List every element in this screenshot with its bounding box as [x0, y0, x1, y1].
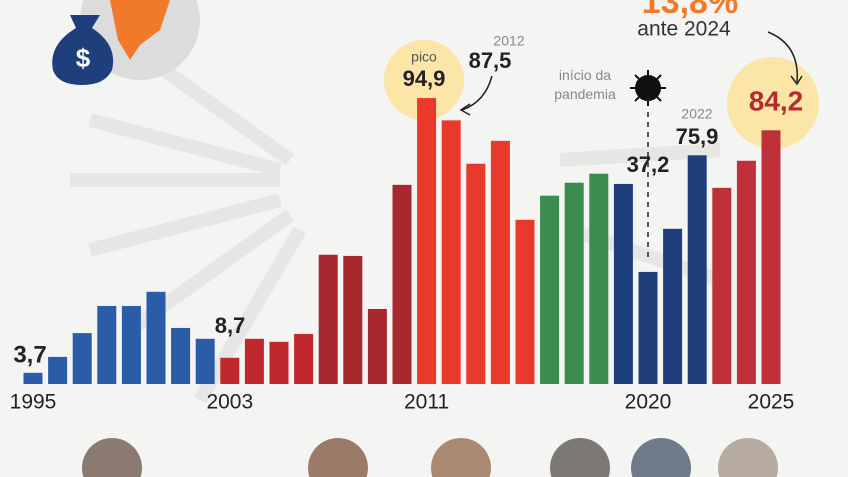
bar: [540, 195, 560, 384]
x-tick-label: 2025: [748, 391, 795, 414]
highlight-circle: [384, 40, 464, 120]
bar: [244, 338, 264, 384]
x-tick-label: 2011: [404, 391, 449, 414]
annotation: pico: [411, 49, 437, 65]
value-label: 3,7: [13, 341, 46, 368]
headline: 13,8%: [642, 0, 738, 21]
annotation: 2012: [493, 33, 524, 49]
bar: [515, 219, 535, 384]
bar: [490, 140, 510, 384]
arrow-head: [790, 75, 803, 86]
value-label: 87,5: [469, 48, 512, 73]
bar: [589, 173, 609, 384]
bar: [564, 182, 584, 384]
headline-sub: ante 2024: [637, 18, 731, 41]
annotation: 2022: [681, 106, 712, 122]
bar: [171, 327, 191, 384]
president-photos: [82, 438, 778, 477]
annotation-box: início da pandemia: [554, 67, 616, 102]
bar: [195, 338, 215, 384]
bar: [220, 357, 240, 384]
bar: [294, 333, 314, 384]
bar: [663, 228, 683, 384]
arrow: [461, 75, 493, 111]
bar: [736, 160, 756, 384]
bar: [269, 341, 289, 384]
bar: [121, 305, 141, 384]
value-label: 94,9: [403, 66, 446, 91]
x-tick-label: 1995: [10, 391, 57, 414]
bar: [392, 184, 412, 384]
virus-icon: [630, 70, 666, 106]
bar: [761, 130, 781, 384]
bar: [638, 271, 658, 384]
bar: [318, 254, 338, 384]
bar: [687, 155, 707, 384]
bar: [72, 333, 92, 384]
highlight-circle: [727, 57, 819, 149]
value-label: 84,2: [749, 85, 804, 116]
bar: [613, 183, 633, 384]
money-icon: $: [52, 0, 200, 85]
bar: [97, 305, 117, 384]
value-label: 75,9: [676, 124, 719, 149]
bar: [23, 372, 43, 384]
value-label: 8,7: [215, 313, 246, 338]
annotation: início da pandemia: [554, 67, 616, 102]
svg-text:$: $: [76, 43, 91, 73]
bar: [48, 356, 68, 384]
bar: [466, 163, 486, 384]
arrow: [767, 31, 798, 83]
bar: [712, 187, 732, 384]
x-tick-label: 2020: [625, 391, 672, 414]
bar: [146, 291, 166, 384]
bar: [417, 98, 437, 385]
value-label: 37,2: [627, 152, 670, 177]
bar: [343, 255, 363, 384]
x-tick-label: 2003: [206, 391, 253, 414]
arrow-head: [459, 103, 471, 116]
bar: [441, 120, 461, 385]
bar: [367, 308, 387, 384]
